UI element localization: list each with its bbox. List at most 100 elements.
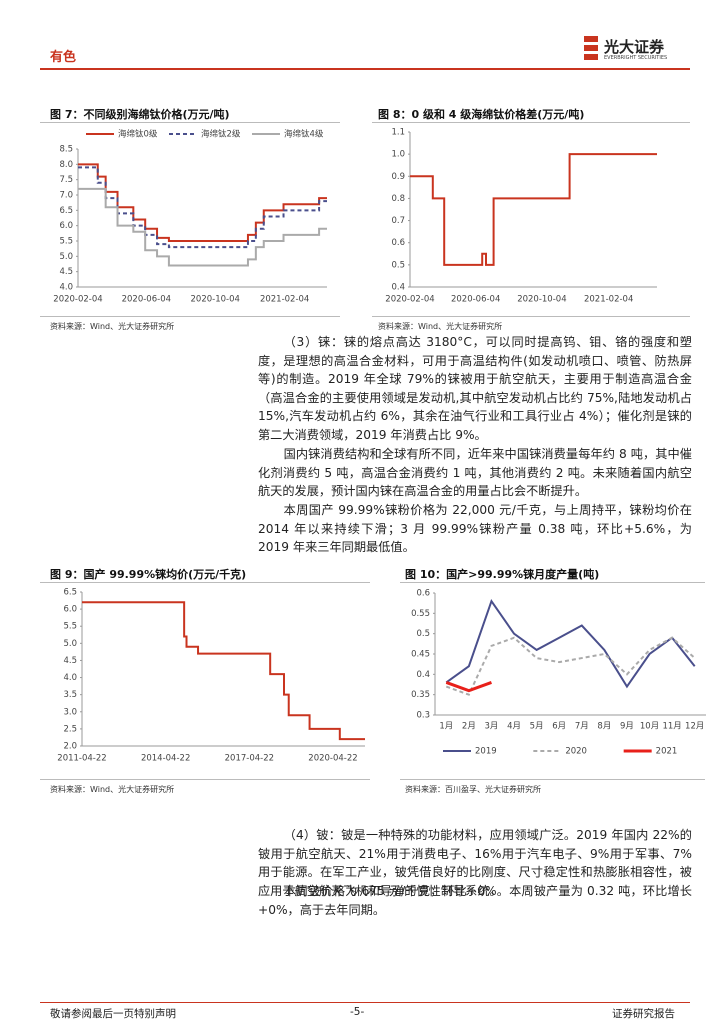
- y-tick-label: 0.4: [416, 670, 430, 680]
- source: 资料来源：Wind、光大证券研究所: [50, 322, 175, 331]
- series-line: [445, 681, 492, 693]
- y-tick-label: 6.0: [63, 605, 77, 615]
- x-tick-label: 2月: [462, 722, 476, 732]
- x-tick-label: 12月: [685, 722, 704, 732]
- logo-icon: [584, 36, 598, 60]
- legend-label: 2021: [656, 747, 678, 757]
- series-line: [78, 187, 327, 267]
- y-tick-label: 6.0: [59, 221, 73, 231]
- series-line: [445, 636, 696, 696]
- source-rule: [40, 316, 340, 317]
- x-tick-label: 2020-02-04: [53, 295, 102, 305]
- x-tick-label: 10月: [640, 722, 659, 732]
- paragraph: （3）铼：铼的熔点高达 3180°C，可以同时提高钨、钼、铬的强度和塑度，是理想…: [258, 335, 692, 442]
- y-tick-label: 1.1: [391, 128, 405, 138]
- y-tick-label: 8.0: [59, 160, 73, 170]
- x-tick-label: 11月: [662, 722, 681, 732]
- y-tick-label: 0.45: [411, 650, 430, 660]
- y-tick-label: 5.0: [63, 639, 77, 649]
- x-tick-label: 3月: [484, 722, 498, 732]
- title-rule: [372, 122, 690, 123]
- x-tick-label: 2020-10-04: [191, 295, 240, 305]
- chart: 1月 2月 3月 4月 5月 6月 7月 8月 9月 10月 11月 12月 0.3 0.35 0.4 0.4…: [411, 589, 706, 757]
- x-tick-label: 2020-06-04: [451, 295, 500, 305]
- brand-en: EVERBRIGHT SECURITIES: [604, 55, 668, 61]
- x-tick-label: 2020-06-04: [122, 295, 171, 305]
- x-tick-label: 2021-02-04: [260, 295, 309, 305]
- y-tick-label: 6.5: [59, 206, 73, 216]
- legend-label: 海绵钛2级: [201, 129, 241, 140]
- y-tick-label: 0.3: [416, 711, 430, 721]
- chart-title: 图 10：国产>99.99%铼月度产量(吨): [405, 568, 600, 581]
- y-tick-label: 4.5: [59, 267, 73, 277]
- header-rule: [40, 68, 690, 70]
- y-tick-label: 2.0: [63, 742, 77, 752]
- y-tick-label: 0.5: [416, 629, 430, 639]
- x-tick-label: 8月: [597, 722, 611, 732]
- title-rule: [40, 582, 370, 583]
- source-rule: [372, 316, 690, 317]
- y-tick-label: 0.55: [411, 609, 430, 619]
- y-tick-label: 4.0: [59, 283, 73, 293]
- y-tick-label: 0.5: [391, 260, 405, 270]
- section-label: 有色: [50, 50, 77, 65]
- y-tick-label: 0.7: [391, 216, 405, 226]
- paragraph: （4）铍：铍是一种特殊的功能材料，应用领域广泛。2019 年国内 22%的铍用于…: [258, 828, 692, 898]
- chart: 2020-02-04 2020-06-04 2020-10-04 2021-02-04…: [53, 129, 327, 305]
- footer-right: 证券研究报告: [612, 1008, 675, 1020]
- series-line: [78, 163, 327, 242]
- x-tick-label: 5月: [530, 722, 544, 732]
- y-tick-label: 0.35: [411, 690, 430, 700]
- y-tick-label: 3.5: [63, 690, 77, 700]
- legend-label: 2020: [565, 747, 587, 757]
- legend-label: 海绵钛0级: [118, 129, 158, 140]
- y-tick-label: 5.5: [63, 622, 77, 632]
- title-rule: [40, 122, 340, 123]
- y-tick-label: 8.5: [59, 145, 73, 155]
- x-tick-label: 2020-04-22: [308, 754, 357, 764]
- x-tick-label: 1月: [439, 722, 453, 732]
- source: 资料来源：百川盈孚、光大证券研究所: [405, 785, 541, 794]
- series-line: [78, 166, 327, 249]
- paragraph: 国内铼消费结构和全球有所不同，近年来中国铼消费量每年约 8 吨，其中催化剂消费约…: [258, 447, 692, 499]
- y-tick-label: 0.6: [391, 238, 405, 248]
- y-tick-label: 0.4: [391, 283, 405, 293]
- brand: 光大证券: [604, 38, 665, 56]
- y-tick-label: 5.5: [59, 237, 73, 247]
- x-tick-label: 9月: [620, 722, 634, 732]
- y-tick-label: 0.6: [416, 589, 430, 599]
- y-tick-label: 5.0: [59, 252, 73, 262]
- y-tick-label: 3.0: [63, 707, 77, 717]
- page-number: -5-: [350, 1006, 365, 1018]
- paragraph: 本周铍价格为 675 元/千克，环比+0%。本周铍产量为 0.32 吨，环比增长…: [258, 884, 692, 917]
- legend-label: 2019: [475, 747, 497, 757]
- paragraph: 本周国产 99.99%铼粉价格为 22,000 元/千克，与上周持平，铼粉均价在…: [258, 503, 692, 555]
- x-tick-label: 7月: [575, 722, 589, 732]
- x-tick-label: 2020-02-04: [385, 295, 434, 305]
- chart-title: 图 8：0 级和 4 级海绵钛价格差(万元/吨): [378, 108, 585, 121]
- y-tick-label: 0.9: [391, 172, 405, 182]
- series-line: [445, 598, 696, 689]
- y-tick-label: 4.0: [63, 673, 77, 683]
- chart-title: 图 9：国产 99.99%铼均价(万元/千克): [50, 568, 247, 581]
- x-tick-label: 2014-04-22: [141, 754, 190, 764]
- x-tick-label: 2017-04-22: [225, 754, 274, 764]
- footer-rule: [40, 1002, 690, 1003]
- source: 资料来源：Wind、光大证券研究所: [378, 322, 503, 331]
- footer-left: 敬请参阅最后一页特别声明: [50, 1008, 176, 1020]
- title-rule: [400, 582, 705, 583]
- x-tick-label: 2020-10-04: [517, 295, 566, 305]
- x-tick-label: 4月: [507, 722, 521, 732]
- chart: 2020-02-04 2020-06-04 2020-10-04 2021-02-04…: [385, 128, 657, 305]
- series-line: [82, 601, 365, 741]
- y-tick-label: 0.8: [391, 194, 405, 204]
- chart-title: 图 7：不同级别海绵钛价格(万元/吨): [50, 108, 230, 121]
- y-tick-label: 4.5: [63, 656, 77, 666]
- source-rule: [40, 779, 370, 780]
- y-tick-label: 7.0: [59, 191, 73, 201]
- x-tick-label: 6月: [552, 722, 566, 732]
- source-rule: [400, 779, 705, 780]
- chart: 2011-04-22 2014-04-22 2017-04-22 2020-04-22…: [57, 588, 365, 764]
- source: 资料来源：Wind、光大证券研究所: [50, 785, 175, 794]
